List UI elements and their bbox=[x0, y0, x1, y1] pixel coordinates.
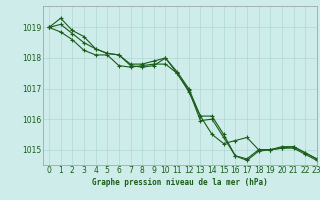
X-axis label: Graphe pression niveau de la mer (hPa): Graphe pression niveau de la mer (hPa) bbox=[92, 178, 268, 187]
